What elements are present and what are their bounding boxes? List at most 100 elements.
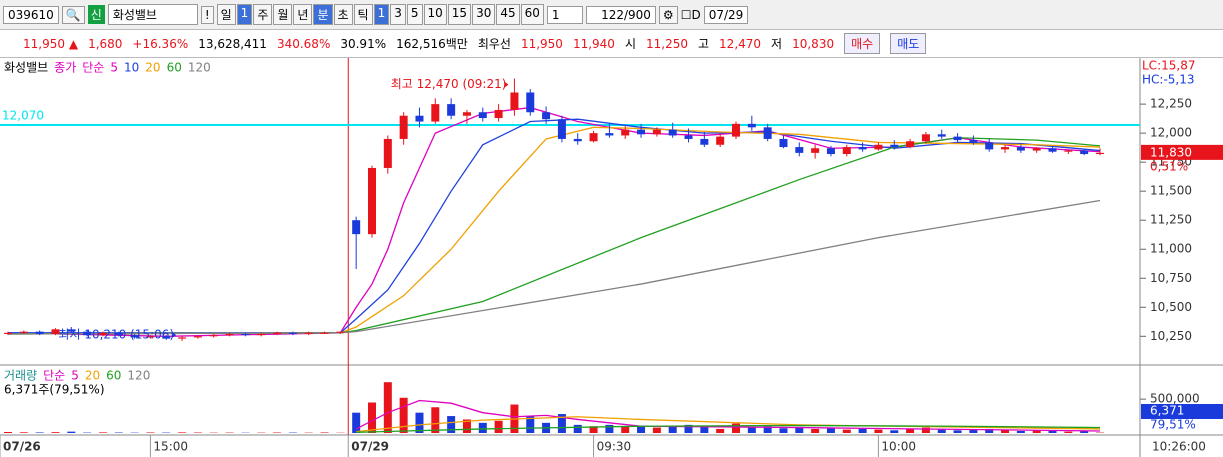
y-tick-label: 12,250 [1150, 97, 1192, 111]
annotation: 최저 10,210 (15:06) [58, 327, 174, 341]
volume-bar [431, 407, 440, 433]
legend-entry: 60 [167, 61, 182, 75]
tool-icons[interactable]: ⚙ [658, 5, 678, 24]
volume-bar [605, 424, 614, 433]
period-button[interactable]: 년 [293, 4, 313, 25]
current-rate: 0,51% [1150, 159, 1188, 173]
legend-entry: 120 [188, 61, 211, 75]
candle-body [969, 140, 978, 143]
candle-body [193, 336, 202, 338]
y-tick-label: 10,250 [1150, 329, 1192, 343]
period-button[interactable]: 월 [273, 4, 293, 25]
volume-bar [621, 426, 630, 433]
volume-bar [178, 432, 187, 433]
count-input[interactable]: 122/900 [585, 5, 656, 24]
candle-body [304, 332, 313, 334]
period-button[interactable]: 일 [216, 4, 236, 25]
date-check[interactable]: ☐D [680, 7, 701, 22]
chart: 10,25010,50010,75011,00011,25011,50011,7… [0, 58, 1223, 457]
search-icon[interactable]: 🔍 [61, 5, 85, 24]
period-button[interactable]: 분 [313, 4, 333, 25]
interval-input[interactable]: 1 [546, 5, 583, 24]
candle-body [542, 112, 551, 120]
candle-body [779, 138, 788, 148]
candle-body [273, 332, 282, 334]
current-badge [1141, 144, 1223, 160]
candle-body [906, 141, 915, 148]
volume-bar [573, 424, 582, 433]
high: 12,470 [719, 36, 762, 51]
candle-body [763, 127, 772, 139]
volume-bar [146, 432, 155, 433]
candle-body [1080, 150, 1089, 155]
legend-entry: 단순 [43, 369, 65, 383]
candle-body [19, 331, 28, 333]
volume-bar [985, 428, 994, 433]
candle-body [557, 119, 566, 139]
volume-bar [826, 428, 835, 433]
period-button[interactable]: 5 [406, 4, 423, 25]
current-badge [1141, 404, 1223, 419]
volume-bar [779, 428, 788, 433]
candle-body [320, 332, 329, 334]
legend-entry: 20 [85, 369, 100, 383]
volume-bar [795, 426, 804, 433]
volume-bar [1048, 430, 1057, 433]
y-tick-label: 12,000 [1150, 126, 1192, 140]
buy-button[interactable]: 매수 [844, 33, 881, 54]
period-button[interactable]: 60 [520, 4, 544, 25]
period-button[interactable]: 1 [236, 4, 253, 25]
period-button[interactable]: 1 [373, 4, 390, 25]
alert-button[interactable]: ! [200, 5, 214, 24]
sell-button[interactable]: 매도 [890, 33, 927, 54]
volume-bar [874, 429, 883, 433]
x-tick-label: 09:30 [597, 440, 632, 454]
candle-body [209, 335, 218, 337]
code-input[interactable]: 039610 [3, 5, 59, 24]
y-tick-label: 10,500 [1150, 300, 1192, 314]
annotation-arrow [172, 331, 177, 338]
candle-body [415, 115, 424, 122]
volume-bar [1032, 430, 1041, 433]
candle-body [684, 135, 693, 139]
bid: 11,940 [572, 36, 615, 51]
candle-body [494, 109, 503, 119]
period-button[interactable]: 3 [390, 4, 406, 25]
date-input[interactable]: 07/29 [703, 5, 749, 24]
period-button[interactable]: 15 [447, 4, 472, 25]
period-button[interactable]: 10 [423, 4, 447, 25]
price-value: 11,950 [23, 36, 65, 51]
candle-body [146, 336, 155, 338]
candle-body [937, 134, 946, 137]
y-tick-label: 11,500 [1150, 184, 1192, 198]
volume-bar [352, 412, 361, 433]
ma-line [356, 424, 1101, 433]
candle-body [953, 136, 962, 141]
current-volume: 6,371 [1150, 404, 1184, 418]
candle-body [462, 112, 471, 116]
candle-body [637, 129, 646, 135]
x-tick-label: 07/29 [351, 440, 389, 454]
candle-body [526, 92, 535, 113]
candle-body [399, 115, 408, 139]
period-button[interactable]: 30 [472, 4, 496, 25]
volume-bar [447, 416, 456, 433]
market-badge: 신 [87, 5, 105, 24]
period-button[interactable]: 주 [253, 4, 273, 25]
volume-bar [1016, 430, 1025, 433]
legend-entry: 단순 [82, 61, 104, 75]
candle-body [225, 333, 234, 336]
period-button[interactable]: 45 [496, 4, 520, 25]
candle-body [1048, 148, 1057, 152]
name-input[interactable]: 화성밸브 [107, 4, 198, 25]
volume-bar [921, 427, 930, 433]
date-check-label: D [691, 7, 701, 22]
period-button[interactable]: 틱 [353, 4, 373, 25]
candle-body [241, 333, 250, 336]
ask: 11,950 [520, 36, 563, 51]
period-button[interactable]: 초 [333, 4, 353, 25]
amount: 162,516백만 [396, 37, 468, 51]
volume-bar [652, 427, 661, 433]
volume-bar [668, 426, 677, 433]
